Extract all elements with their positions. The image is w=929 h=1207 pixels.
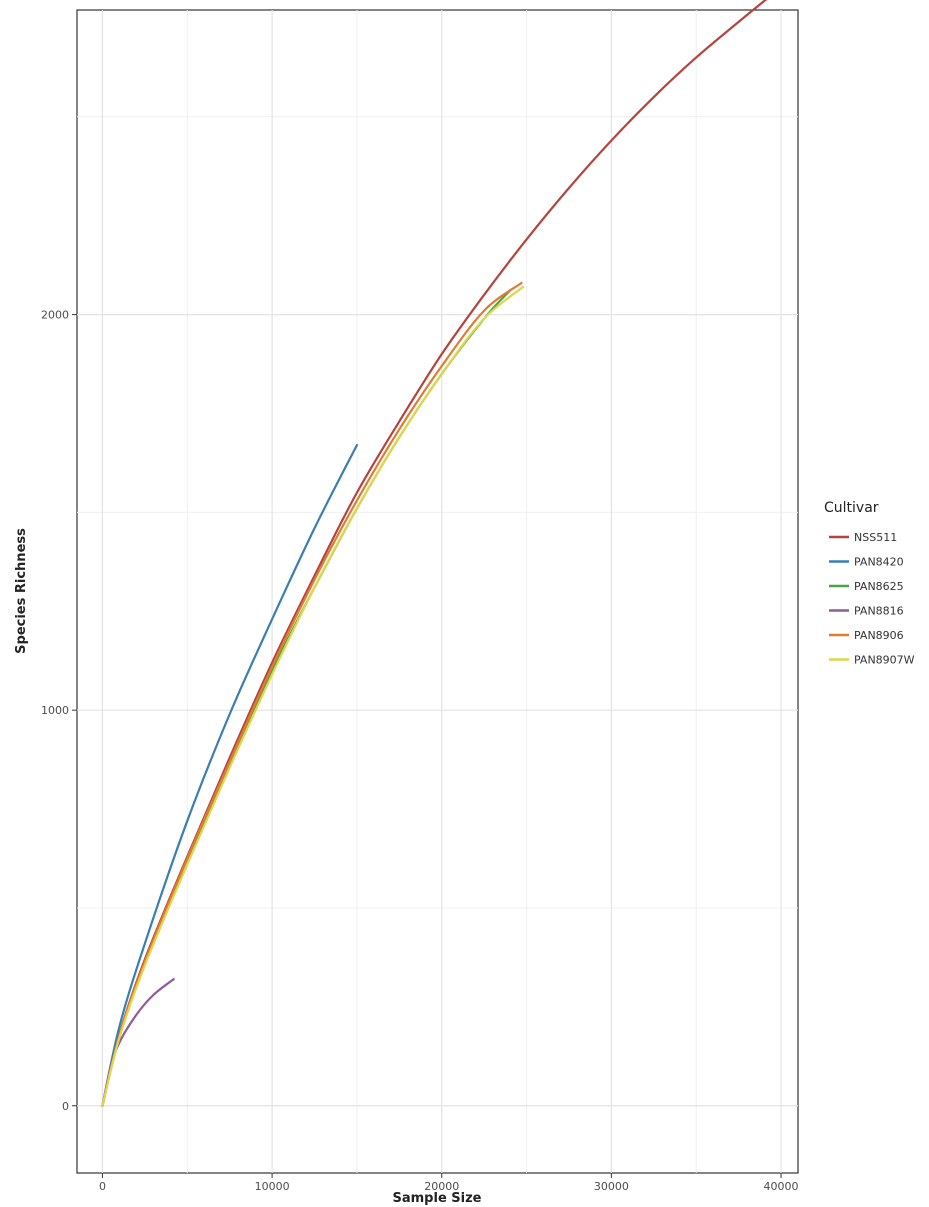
y-tick-label: 0 xyxy=(62,1100,69,1113)
legend-label: PAN8816 xyxy=(854,605,904,618)
x-tick-label: 10000 xyxy=(255,1180,290,1193)
legend-item: NSS511 xyxy=(829,531,897,544)
x-axis-title: Sample Size xyxy=(393,1191,482,1206)
legend-label: PAN8420 xyxy=(854,556,904,569)
legend-label: PAN8625 xyxy=(854,580,904,593)
series-line-pan8420 xyxy=(101,444,359,1107)
x-axis-ticks: 0 10000 20000 30000 40000 xyxy=(99,1173,799,1193)
legend: Cultivar NSS511 PAN8420 PAN8625 PAN8816 PAN8… xyxy=(824,500,915,667)
y-tick-label: 1000 xyxy=(41,704,69,717)
legend-label: NSS511 xyxy=(854,531,897,544)
legend-label: PAN8907W xyxy=(854,654,915,667)
x-tick-label: 20000 xyxy=(424,1180,459,1193)
series-line-pan8907w xyxy=(101,285,525,1107)
y-tick-label: 2000 xyxy=(41,309,69,322)
plot-panel xyxy=(76,9,799,1174)
series-line-pan8906 xyxy=(101,281,523,1107)
legend-title: Cultivar xyxy=(824,500,879,516)
x-tick-label: 40000 xyxy=(764,1180,799,1193)
y-axis-title: Species Richness xyxy=(14,528,29,654)
legend-item: PAN8906 xyxy=(829,629,904,642)
x-tick-label: 30000 xyxy=(594,1180,629,1193)
legend-item: PAN8420 xyxy=(829,556,904,569)
legend-item: PAN8907W xyxy=(829,654,915,667)
y-axis-ticks: 0 1000 2000 xyxy=(41,309,77,1113)
grid xyxy=(77,10,798,1173)
series-lines xyxy=(101,0,768,1107)
legend-item: PAN8625 xyxy=(829,580,904,593)
x-tick-label: 0 xyxy=(99,1180,106,1193)
legend-label: PAN8906 xyxy=(854,629,904,642)
legend-item: PAN8816 xyxy=(829,605,904,618)
